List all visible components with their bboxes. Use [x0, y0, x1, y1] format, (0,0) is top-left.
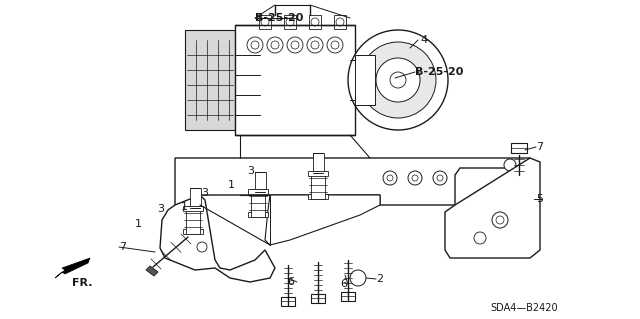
Circle shape — [311, 18, 319, 26]
Text: 1: 1 — [181, 202, 188, 212]
Bar — [183, 206, 203, 211]
Bar — [341, 292, 355, 301]
Circle shape — [311, 41, 319, 49]
Text: 6: 6 — [340, 279, 347, 289]
Text: SDA4—B2420: SDA4—B2420 — [490, 303, 557, 313]
Circle shape — [474, 232, 486, 244]
Bar — [313, 153, 324, 173]
Circle shape — [336, 18, 344, 26]
Bar — [255, 172, 266, 192]
Text: 5: 5 — [536, 194, 543, 204]
Circle shape — [412, 175, 418, 181]
Bar — [284, 15, 296, 29]
Polygon shape — [185, 30, 235, 130]
Polygon shape — [160, 195, 275, 282]
Circle shape — [360, 42, 436, 118]
Bar — [511, 143, 527, 153]
Circle shape — [271, 41, 279, 49]
Circle shape — [387, 175, 393, 181]
Circle shape — [348, 30, 448, 130]
Circle shape — [267, 37, 283, 53]
Bar — [311, 171, 325, 199]
Text: 3: 3 — [247, 166, 254, 176]
Bar — [251, 189, 265, 217]
Circle shape — [390, 72, 406, 88]
Polygon shape — [445, 158, 540, 258]
Polygon shape — [146, 266, 158, 276]
Bar — [308, 194, 328, 199]
Circle shape — [286, 18, 294, 26]
Text: 2: 2 — [376, 274, 383, 284]
Circle shape — [261, 18, 269, 26]
Circle shape — [408, 171, 422, 185]
Text: 4: 4 — [420, 35, 427, 45]
Circle shape — [433, 171, 447, 185]
Text: 1: 1 — [135, 219, 142, 229]
Circle shape — [251, 41, 259, 49]
Bar — [308, 171, 328, 176]
Circle shape — [492, 212, 508, 228]
Bar — [186, 206, 200, 234]
Circle shape — [247, 37, 263, 53]
Bar — [355, 55, 375, 105]
Bar — [248, 189, 268, 194]
Bar — [183, 229, 203, 234]
Text: 1: 1 — [228, 180, 235, 190]
Polygon shape — [55, 258, 90, 278]
Circle shape — [331, 41, 339, 49]
Bar — [248, 212, 268, 217]
Circle shape — [327, 37, 343, 53]
Circle shape — [197, 242, 207, 252]
Text: 6: 6 — [287, 277, 294, 287]
Text: FR.: FR. — [72, 278, 93, 288]
Bar — [259, 15, 271, 29]
Polygon shape — [265, 195, 380, 245]
Circle shape — [291, 41, 299, 49]
Circle shape — [350, 270, 366, 286]
Circle shape — [437, 175, 443, 181]
Text: 7: 7 — [119, 242, 126, 252]
Circle shape — [496, 216, 504, 224]
Circle shape — [307, 37, 323, 53]
Bar — [311, 294, 325, 303]
Bar — [281, 297, 295, 306]
Text: B-25-20: B-25-20 — [255, 13, 303, 23]
Text: 7: 7 — [536, 142, 543, 152]
Bar — [309, 15, 321, 29]
Circle shape — [287, 37, 303, 53]
Bar — [235, 25, 355, 135]
Circle shape — [376, 58, 420, 102]
Bar — [190, 188, 201, 208]
Text: 3: 3 — [157, 204, 164, 214]
Circle shape — [504, 159, 516, 171]
Circle shape — [383, 171, 397, 185]
Text: 3: 3 — [201, 188, 208, 198]
Polygon shape — [175, 158, 530, 205]
Bar — [334, 15, 346, 29]
Text: B-25-20: B-25-20 — [415, 67, 463, 77]
